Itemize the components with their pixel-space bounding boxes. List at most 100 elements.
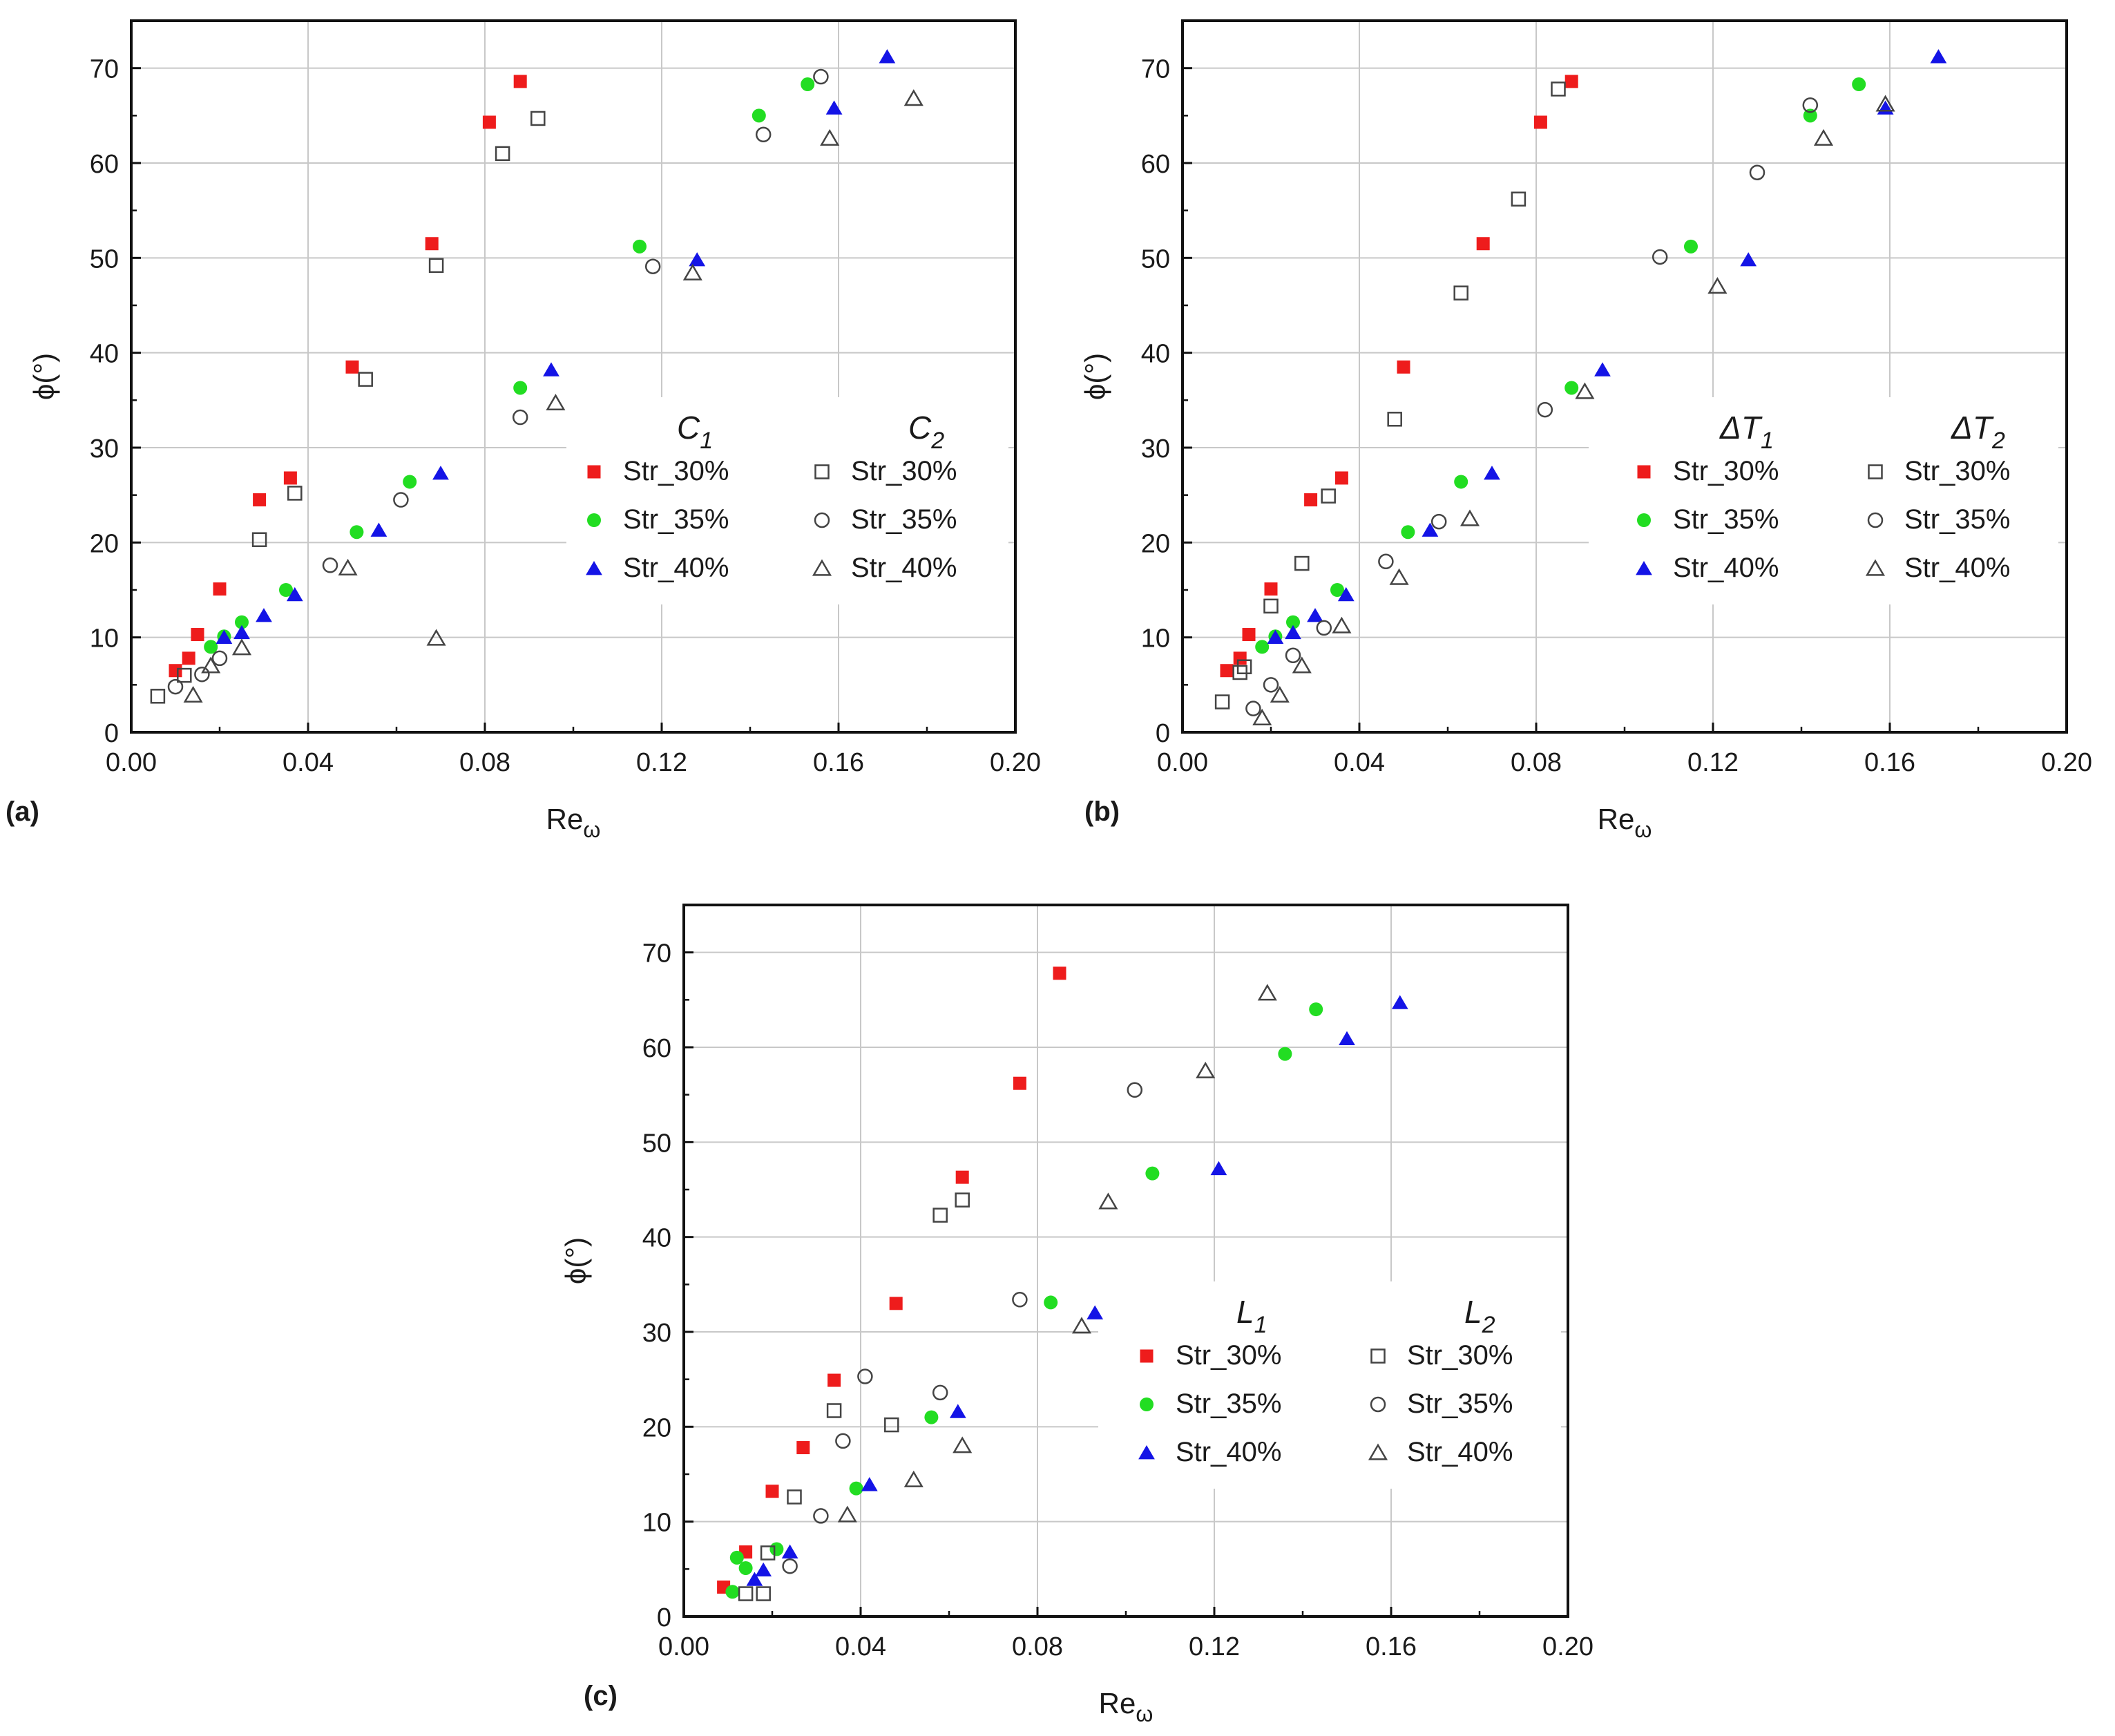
point-filled-triangle-str40	[1930, 49, 1947, 64]
panel-a-points	[150, 49, 923, 704]
point-open-triangle-str40	[1875, 95, 1895, 112]
panel-b: 0.00 0.04 0.08 0.12 0.16 0.20010203040506070 …	[1079, 19, 2092, 842]
panel-a-plot-frame	[130, 19, 1017, 734]
panel-b-grid	[1183, 21, 2067, 732]
point-filled-square-str30	[827, 1373, 841, 1387]
y-tick-label: 10	[1141, 624, 1170, 654]
point-filled-square-str30	[253, 493, 267, 507]
point-filled-circle-str35	[1852, 77, 1866, 92]
point-open-triangle-str40	[426, 629, 446, 646]
legend-marker-open-square	[1370, 1348, 1386, 1364]
point-filled-circle-str35	[1330, 583, 1344, 597]
point-filled-circle-str35	[513, 381, 528, 395]
point-open-square-str30	[1321, 488, 1336, 504]
y-tick-label: 60	[1141, 150, 1170, 179]
y-tick-label: 50	[642, 1129, 671, 1158]
legend-label: Str_35%	[1673, 504, 1779, 535]
point-filled-circle-str35	[403, 475, 417, 489]
x-tick-label: 0.00	[1157, 748, 1208, 777]
point-open-square-str30	[150, 689, 166, 704]
point-open-circle-str35	[1012, 1292, 1028, 1308]
point-filled-circle-str35	[1278, 1047, 1292, 1061]
point-filled-square-str30	[1476, 237, 1490, 251]
panel-c-label: (c)	[584, 1681, 618, 1711]
x-tick-label: 0.16	[1366, 1632, 1417, 1661]
x-tick-label: 0.08	[1511, 748, 1562, 777]
point-filled-triangle-str40	[755, 1562, 772, 1577]
panel-b-plot-frame	[1181, 19, 2068, 734]
y-tick-label: 60	[90, 150, 119, 179]
point-open-triangle-str40	[1257, 984, 1277, 1001]
panel-a-legend: C1 C2 Str_30% Str_35% Str_40% Str_30% Str_35…	[566, 397, 1008, 604]
point-filled-square-str30	[1233, 651, 1247, 665]
legend-marker-open-triangle	[812, 559, 832, 576]
legend-label: Str_30%	[623, 456, 729, 486]
point-open-square-str30	[1236, 659, 1252, 674]
point-open-square-str30	[1453, 285, 1468, 301]
y-tick-label: 30	[90, 435, 119, 464]
legend-label: Str_30%	[1407, 1340, 1513, 1371]
point-filled-square-str30	[345, 360, 359, 374]
point-filled-circle-str35	[1145, 1166, 1160, 1181]
point-filled-square-str30	[191, 628, 204, 642]
y-tick-label: 0	[104, 719, 119, 748]
legend-label: Str_30%	[1176, 1340, 1281, 1371]
point-open-triangle-str40	[1071, 1317, 1092, 1334]
point-filled-square-str30	[1220, 664, 1234, 678]
point-open-square-str30	[1263, 598, 1279, 614]
point-open-square-str30	[358, 372, 373, 387]
x-tick-label: 0.20	[1542, 1632, 1594, 1661]
legend-label: Str_30%	[1673, 456, 1779, 486]
legend-label: Str_40%	[1673, 553, 1779, 583]
point-open-triangle-str40	[1707, 277, 1728, 294]
point-filled-square-str30	[1013, 1076, 1026, 1090]
point-filled-square-str30	[1304, 493, 1318, 507]
point-open-circle-str35	[1652, 249, 1668, 265]
point-filled-square-str30	[425, 237, 439, 251]
point-open-triangle-str40	[1460, 509, 1480, 526]
point-open-triangle-str40	[546, 393, 566, 411]
legend-label: Str_35%	[1176, 1389, 1281, 1419]
point-filled-triangle-str40	[1337, 586, 1355, 602]
legend-label: Str_30%	[1904, 456, 2010, 486]
point-open-triangle-str40	[1270, 685, 1290, 703]
point-open-square-str30	[738, 1586, 754, 1601]
y-tick-label: 20	[90, 529, 119, 558]
y-tick-label: 70	[642, 939, 671, 969]
point-filled-triangle-str40	[689, 252, 706, 267]
legend-title-group2: ΔT2	[1951, 410, 2005, 454]
point-filled-square-str30	[182, 651, 195, 665]
panel-a-y-axis-label: ϕ(°)	[28, 353, 60, 400]
panel-c-legend: L1 L2 Str_30% Str_35% Str_40% Str_30% Str_35…	[1098, 1281, 1561, 1489]
point-filled-square-str30	[513, 75, 527, 88]
y-tick-label: 0	[657, 1603, 671, 1632]
point-open-circle-str35	[782, 1558, 798, 1574]
x-tick-label: 0.12	[636, 748, 687, 777]
x-tick-label: 0.04	[1334, 748, 1385, 777]
legend-rows: Str_30% Str_35% Str_40% Str_30% Str_35% Str_4…	[586, 456, 957, 583]
point-filled-square-str30	[283, 471, 297, 485]
point-open-circle-str35	[1749, 164, 1765, 180]
point-filled-triangle-str40	[1087, 1305, 1104, 1319]
legend-marker-open-circle	[1867, 512, 1884, 528]
y-tick-label: 20	[1141, 529, 1170, 558]
x-tick-label: 0.20	[2041, 748, 2092, 777]
point-open-square-str30	[1214, 694, 1230, 709]
point-open-square-str30	[955, 1192, 970, 1208]
point-filled-square-str30	[889, 1297, 903, 1310]
legend-marker-open-square	[1868, 464, 1883, 479]
point-open-triangle-str40	[903, 89, 923, 106]
point-filled-circle-str35	[204, 640, 218, 654]
legend-marker-filled-circle	[1140, 1398, 1154, 1411]
y-tick-label: 20	[642, 1413, 671, 1442]
point-filled-circle-str35	[279, 583, 293, 597]
point-filled-square-str30	[796, 1441, 810, 1455]
legend-label: Str_30%	[851, 456, 957, 486]
panel-b-y-axis-label: ϕ(°)	[1079, 353, 1111, 400]
point-open-triangle-str40	[837, 1505, 857, 1523]
legend-label: Str_40%	[851, 553, 957, 583]
panel-a-x-axis-label: Reω	[546, 803, 601, 842]
panel-b-ticks	[1181, 67, 2068, 734]
panel-a-tick-labels: 0.00 0.04 0.08 0.12 0.16 0.20 0 10 20 30 40 50 60 70	[90, 55, 1041, 777]
